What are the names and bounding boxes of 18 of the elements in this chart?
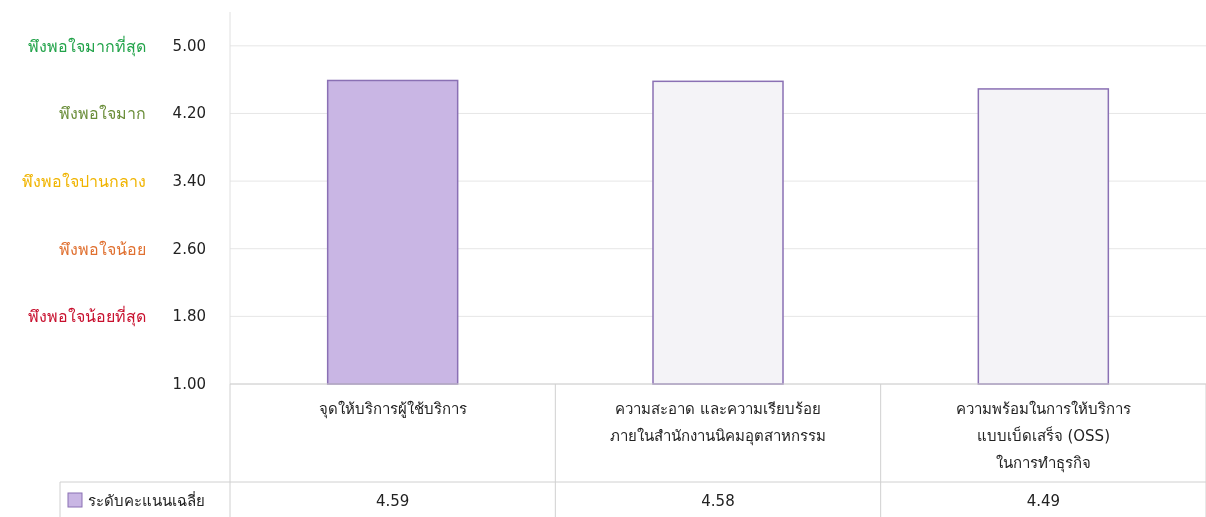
x-tick-label: จุดให้บริการผู้ใช้บริการ [318, 400, 467, 419]
x-tick-label: ความสะอาด และความเรียบร้อย ภายในสำนักงานนิคมอุตสาหกรรม [610, 400, 826, 446]
y-tick-label: 1.80 [172, 307, 206, 326]
text: พึงพอใจน้อย [59, 239, 146, 259]
y-tick-label: 1.00 [172, 375, 206, 393]
legend-label: ระดับคะแนนเฉลี่ย [88, 490, 205, 510]
data-label: 4.49 [1026, 492, 1061, 510]
data-label: 4.59 [375, 492, 410, 510]
y-tick-label: 4.20 [172, 104, 206, 123]
text: พึงพอใจมากที่สุด [28, 34, 146, 57]
text: พึงพอใจปานกลาง [22, 172, 146, 192]
y-tick-label: 2.60 [172, 239, 206, 258]
text: พึงพอใจน้อยที่สุด [28, 305, 146, 328]
data-label: 4.58 [701, 492, 735, 510]
x-tick-label: ความพร้อมในการให้บริการ แบบเบ็ดเสร็จ (OSS) ในการทำธุรกิจ [955, 400, 1131, 473]
y-tick-label: 5.00 [172, 36, 206, 55]
text: พึงพอใจมาก [59, 104, 146, 124]
y-tick-label: 3.40 [172, 172, 206, 191]
